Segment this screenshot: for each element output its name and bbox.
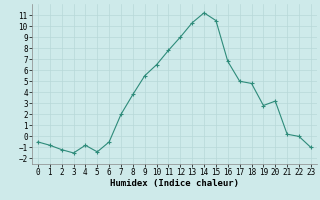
X-axis label: Humidex (Indice chaleur): Humidex (Indice chaleur) [110, 179, 239, 188]
